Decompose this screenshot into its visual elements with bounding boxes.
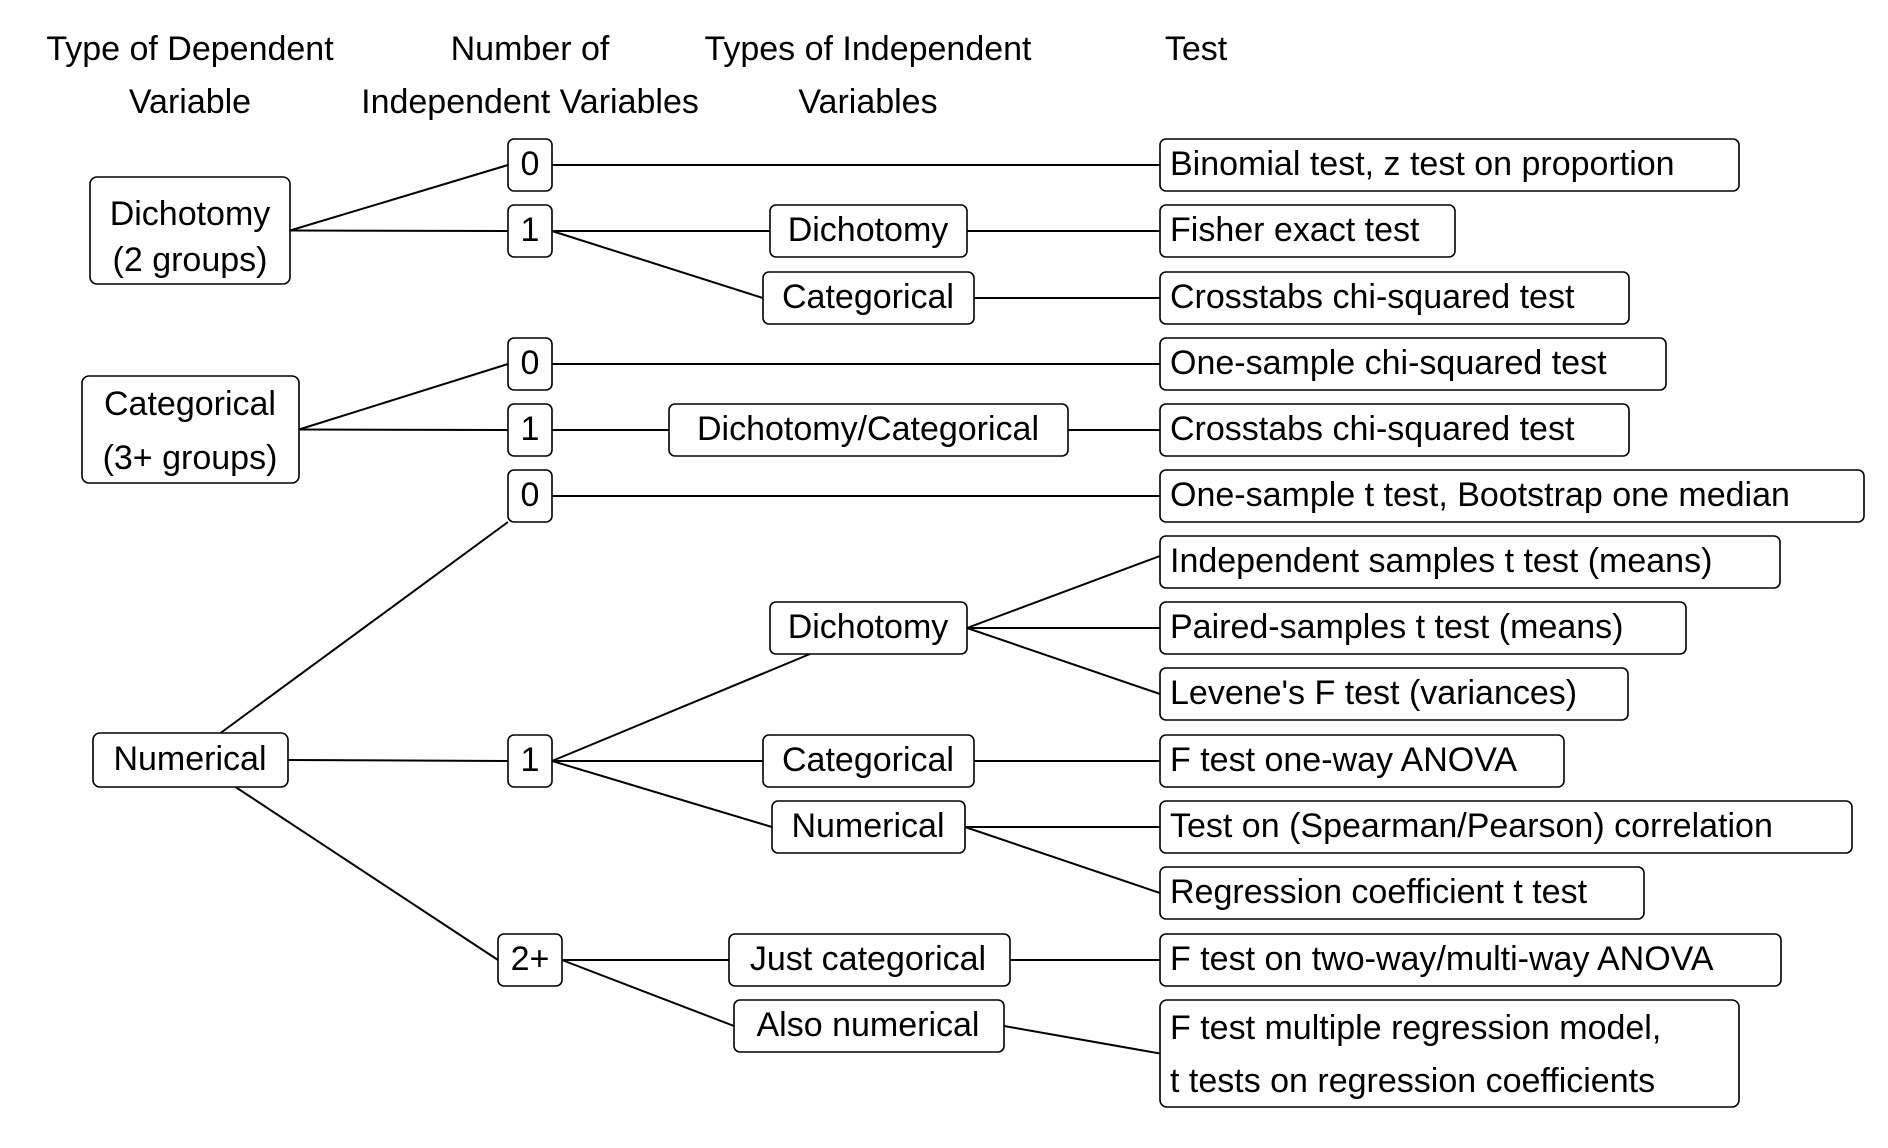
header-dependent-line-2: Variable: [129, 83, 251, 121]
edge-n_n2-to-t_n2_also: [561, 959, 735, 1027]
edge-t_n1_num-to-r_regcoef: [964, 826, 1161, 894]
node-label-line: 0: [521, 344, 540, 382]
dependent-dichotomy-node: Dichotomy (2 groups): [89, 176, 291, 285]
type-node-dichotomy-categorical: Dichotomy/Categorical: [668, 403, 1069, 457]
node-label-line: (2 groups): [113, 241, 268, 279]
node-label-line: Categorical: [782, 741, 954, 779]
count-node-numerical-0: 0: [507, 469, 553, 523]
count-node-numerical-2plus: 2+: [497, 933, 563, 987]
node-label-line: One-sample chi-squared test: [1170, 344, 1607, 382]
node-label-line: Paired-samples t test (means): [1170, 608, 1624, 646]
node-label-line: Test on (Spearman/Pearson) correlation: [1170, 807, 1773, 845]
edge-dv_num-to-n_n1: [287, 759, 509, 762]
header-number-line-2: Independent Variables: [361, 83, 699, 121]
test-node-one-way-anova: F test one-way ANOVA: [1159, 734, 1565, 788]
edge-dv_num-to-n_n2: [234, 786, 499, 961]
count-node-dichotomy-1: 1: [507, 204, 553, 258]
edge-n_n1-to-t_n1_num: [551, 760, 773, 828]
test-node-correlation: Test on (Spearman/Pearson) correlation: [1159, 800, 1853, 854]
test-node-regression-coefficient-t: Regression coefficient t test: [1159, 866, 1645, 920]
type-node-numerical: Numerical: [771, 800, 966, 854]
node-label-line: Independent samples t test (means): [1170, 542, 1712, 580]
node-label-line: Dichotomy: [788, 211, 949, 249]
type-node-categorical: Categorical: [762, 271, 975, 325]
test-node-crosstabs-chi-squared: Crosstabs chi-squared test: [1159, 271, 1630, 325]
edge-t_n2_also-to-r_multireg: [1003, 1025, 1161, 1055]
test-node-one-sample-t: One-sample t test, Bootstrap one median: [1159, 469, 1865, 523]
type-node-dichotomy: Dichotomy: [769, 204, 968, 258]
test-node-crosstabs-chi-squared: Crosstabs chi-squared test: [1159, 403, 1630, 457]
dependent-categorical-node: Categorical (3+ groups): [81, 375, 300, 484]
node-label-line: (3+ groups): [103, 439, 278, 477]
node-label-line: Fisher exact test: [1170, 211, 1420, 249]
test-node-levene-f: Levene's F test (variances): [1159, 667, 1629, 721]
edge-t_n1_dich-to-r_indep_t: [966, 555, 1161, 629]
edge-dv_num-to-n_n0: [219, 521, 509, 734]
node-label-line: 1: [521, 211, 540, 249]
node-label-line: 1: [521, 410, 540, 448]
node-label-line: t tests on regression coefficients: [1170, 1062, 1655, 1100]
node-label-line: 2+: [511, 940, 550, 978]
edge-n_n1-to-t_n1_dich: [551, 653, 811, 762]
header-types-line-1: Types of Independent: [704, 30, 1032, 68]
count-node-categorical-0: 0: [507, 337, 553, 391]
test-node-binomial: Binomial test, z test on proportion: [1159, 138, 1740, 192]
node-label-line: Categorical: [782, 278, 954, 316]
type-node-just-categorical: Just categorical: [728, 933, 1011, 987]
test-node-multiple-regression: F test multiple regression model, t test…: [1159, 999, 1740, 1108]
type-node-dichotomy: Dichotomy: [769, 601, 968, 655]
edge-dv_dich-to-n_d1: [289, 229, 509, 232]
node-label-line: Categorical: [104, 385, 276, 423]
node-label-line: Also numerical: [757, 1006, 980, 1044]
node-label-line: One-sample t test, Bootstrap one median: [1170, 476, 1790, 514]
header-row: Type of Dependent Variable Number of Ind…: [46, 30, 1227, 121]
edge-layer: [219, 164, 1161, 1055]
header-dependent-line-1: Type of Dependent: [46, 30, 334, 68]
edge-dv_cat-to-n_c0: [298, 363, 509, 431]
header-number-line-1: Number of: [451, 30, 610, 68]
node-label-line: 0: [521, 476, 540, 514]
node-label-line: Numerical: [113, 740, 266, 778]
node-label-line: F test on two-way/multi-way ANOVA: [1170, 940, 1714, 978]
node-label-line: 0: [521, 145, 540, 183]
dependent-numerical-node: Numerical: [92, 732, 289, 788]
edge-dv_dich-to-n_d0: [289, 164, 509, 232]
node-label-line: Dichotomy: [788, 608, 949, 646]
node-label-line: F test one-way ANOVA: [1170, 741, 1517, 779]
node-label-line: 1: [521, 741, 540, 779]
test-node-paired-samples-t: Paired-samples t test (means): [1159, 601, 1687, 655]
node-label-line: Just categorical: [750, 940, 986, 978]
count-node-categorical-1: 1: [507, 403, 553, 457]
count-node-numerical-1: 1: [507, 734, 553, 788]
node-label-line: F test multiple regression model,: [1170, 1009, 1661, 1047]
node-label-line: Dichotomy/Categorical: [697, 410, 1039, 448]
edge-t_n1_dich-to-r_levene: [966, 627, 1161, 695]
test-node-fisher-exact: Fisher exact test: [1159, 204, 1456, 258]
node-label-line: Dichotomy: [110, 195, 271, 233]
node-label-line: Crosstabs chi-squared test: [1170, 278, 1575, 316]
count-node-dichotomy-0: 0: [507, 138, 553, 192]
type-node-categorical: Categorical: [762, 734, 975, 788]
header-test: Test: [1165, 30, 1228, 68]
type-node-also-numerical: Also numerical: [733, 999, 1005, 1053]
header-types-line-2: Variables: [798, 83, 937, 121]
node-label-line: Regression coefficient t test: [1170, 873, 1588, 911]
node-label-line: Numerical: [791, 807, 944, 845]
edge-dv_cat-to-n_c1: [298, 428, 509, 431]
test-node-independent-samples-t: Independent samples t test (means): [1159, 535, 1781, 589]
node-label-line: Binomial test, z test on proportion: [1170, 145, 1675, 183]
test-node-one-sample-chi-squared: One-sample chi-squared test: [1159, 337, 1667, 391]
node-label-line: Levene's F test (variances): [1170, 674, 1577, 712]
node-label-line: Crosstabs chi-squared test: [1170, 410, 1575, 448]
test-node-multi-way-anova: F test on two-way/multi-way ANOVA: [1159, 933, 1782, 987]
edge-n_d1-to-t_d1_cat: [551, 230, 764, 299]
